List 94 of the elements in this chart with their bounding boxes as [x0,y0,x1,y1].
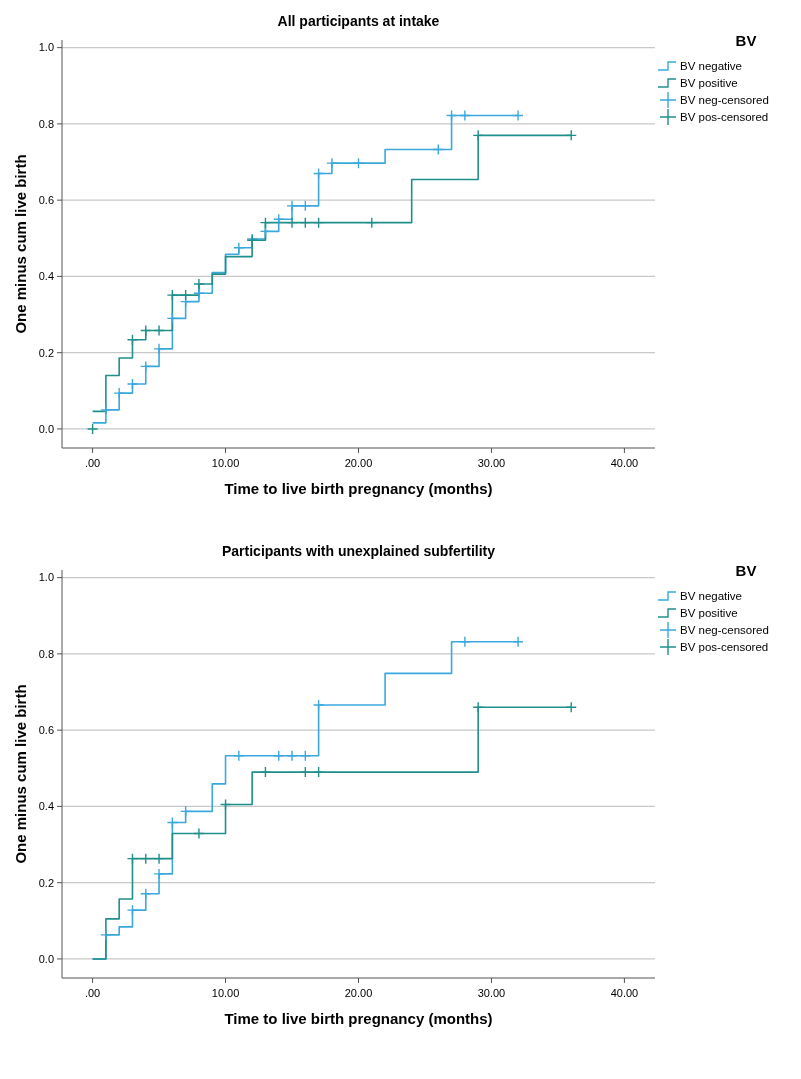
x-tick-label: 20.00 [344,457,373,469]
legend-label: BV neg-censored [680,624,769,637]
point [140,888,152,900]
legend-label: BV negative [680,60,743,73]
x-axis-title: Time to live birth pregnancy (months) [224,1010,493,1027]
point [86,423,99,435]
point [259,766,272,778]
point [100,929,112,941]
point [472,701,484,713]
point [126,378,139,390]
point [259,225,272,238]
point [352,157,365,169]
x-tick-label: 10.00 [211,987,240,999]
point [299,216,312,229]
x-tick-label: 20.00 [344,987,373,999]
point [512,635,524,648]
point [140,324,152,337]
point [366,216,378,229]
point [273,213,285,225]
legend-label: BV pos-censored [680,111,769,124]
point [445,109,458,122]
point [286,750,298,762]
y-tick-label: 1.0 [38,571,54,584]
point [432,143,444,156]
point [193,827,205,840]
y-axis-title: One minus cum live birth [12,154,29,334]
y-tick-label: 0.2 [38,876,54,889]
point [472,129,484,142]
point [512,109,524,122]
legend-label: BV positive [680,607,738,620]
y-tick-label: 0.2 [38,346,54,359]
point [299,766,312,778]
point [179,289,192,301]
point [153,852,165,865]
point [166,289,179,301]
legend-label: BV neg-censored [680,94,769,107]
y-tick-label: 0.0 [38,422,54,435]
point [312,766,325,778]
point [312,167,325,180]
point [153,343,165,355]
y-tick-label: 0.0 [38,952,54,965]
point [299,750,312,762]
legend-title: BV [735,32,757,49]
point [113,387,125,399]
legend-label: BV negative [680,590,743,603]
x-tick-label: 10.00 [211,457,240,469]
chart-title: Participants with unexplained subfertility [221,543,496,559]
x-tick-label: 30.00 [477,987,506,999]
point [219,798,232,811]
point [100,404,112,416]
y-tick-label: 1.0 [38,41,54,54]
point [326,157,338,169]
point [273,750,285,762]
y-tick-label: 0.4 [38,800,54,813]
point [312,216,325,229]
point [140,360,152,373]
x-tick-label: 40.00 [610,457,639,469]
point [166,312,179,325]
legend-label: BV positive [680,77,738,90]
x-tick-label: 40.00 [610,987,639,999]
legend-title: BV [735,562,757,579]
point [286,200,298,212]
x-tick-label: 30.00 [477,457,506,469]
point [166,816,179,829]
point [299,200,312,212]
point [179,805,192,818]
point [126,334,139,346]
x-axis-title: Time to live birth pregnancy (months) [224,480,493,497]
y-tick-label: 0.6 [38,724,54,736]
point [153,868,165,880]
chart-title: All participants at intake [277,13,440,29]
point [126,904,139,916]
point [153,324,165,337]
y-tick-label: 0.8 [38,117,54,130]
y-tick-label: 0.4 [38,270,54,283]
point [459,635,471,648]
point [140,852,152,865]
y-tick-label: 0.6 [38,194,54,206]
point [565,701,577,713]
y-tick-label: 0.8 [38,647,54,660]
point [126,852,139,865]
point [233,750,245,762]
x-tick-label: .00 [84,457,101,469]
x-tick-label: .00 [84,987,101,999]
y-axis-title: One minus cum live birth [12,684,29,864]
point [565,129,577,142]
point [286,216,298,229]
point [312,699,325,711]
point [459,109,471,122]
legend-label: BV pos-censored [680,641,769,654]
point [233,242,245,254]
point [193,278,205,290]
point [193,287,205,299]
point [259,216,272,229]
